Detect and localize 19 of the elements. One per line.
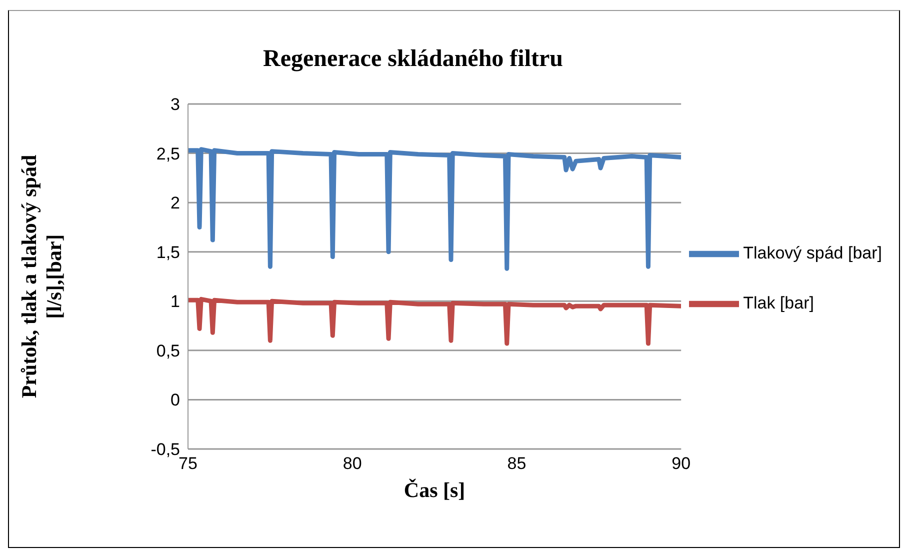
y-tick-label: 1 — [170, 292, 180, 312]
legend-label: Tlak [bar] — [743, 292, 814, 312]
y-tick-label: 2 — [170, 194, 180, 213]
y-axis-title: Průtok, tlak a tlakový spád [l/s],[bar] — [17, 154, 66, 398]
x-tick-label: 75 — [178, 454, 198, 474]
y-tick-label: 1,5 — [156, 242, 180, 262]
line-series — [188, 147, 682, 271]
x-tick-label: 80 — [342, 454, 362, 474]
x-tick-label: 85 — [507, 454, 526, 474]
legend-label: Tlakový spád [bar] — [743, 242, 882, 262]
chart-title: Regenerace skládaného filtru — [262, 46, 564, 73]
x-axis-title: Čas [s] — [404, 478, 466, 502]
y-tick-label: 0,5 — [156, 341, 180, 360]
y-tick-label: -0,5 — [150, 440, 180, 460]
y-tick-label: 0 — [170, 390, 180, 410]
y-tick-label: 2,5 — [156, 144, 180, 164]
y-tick-label: 3 — [170, 95, 180, 114]
line-series — [188, 296, 682, 346]
x-tick-label: 90 — [672, 454, 691, 474]
